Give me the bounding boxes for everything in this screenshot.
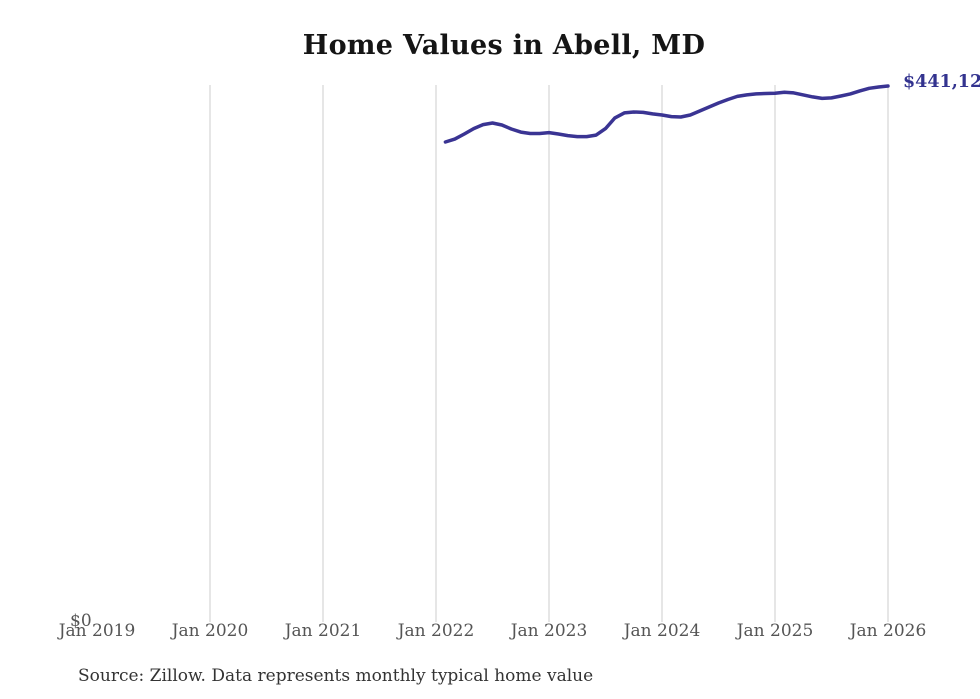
chart-header: Home Values in Abell, MD — [0, 30, 980, 61]
x-tick-label: Jan 2022 — [397, 621, 475, 641]
source-note: Source: Zillow. Data represents monthly … — [78, 666, 594, 686]
x-tick-label: Jan 2023 — [510, 621, 588, 641]
x-tick-label: Jan 2026 — [849, 621, 927, 641]
x-tick-label: Jan 2019 — [58, 621, 136, 641]
home-value-series-line — [443, 84, 890, 144]
x-tick-label: Jan 2024 — [623, 621, 701, 641]
x-tick-label: Jan 2020 — [171, 621, 249, 641]
y-axis-zero-label: $0 — [70, 611, 92, 631]
x-tick-label: Jan 2025 — [736, 621, 814, 641]
chart-title: Home Values in Abell, MD — [302, 30, 706, 61]
x-tick-label: Jan 2021 — [284, 621, 362, 641]
end-value-label: $441,121 — [903, 72, 980, 92]
